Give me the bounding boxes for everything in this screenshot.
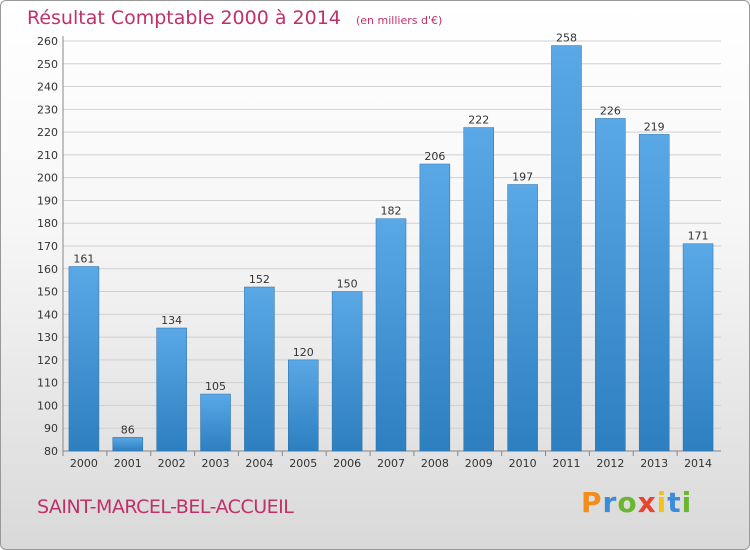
x-tick-label: 2005 [289, 457, 317, 470]
y-tick-label: 160 [37, 263, 58, 276]
y-tick-label: 250 [37, 58, 58, 71]
logo-letter: r [602, 486, 618, 519]
y-tick-label: 240 [37, 81, 58, 94]
y-tick-label: 120 [37, 354, 58, 367]
y-tick-label: 130 [37, 331, 58, 344]
y-tick-label: 90 [44, 422, 58, 435]
bar-2003[interactable] [200, 393, 231, 452]
value-labels: 161 86 134 105 152 120 150 182 206 222 197 258 226 21… [73, 32, 708, 437]
y-tick-label: 100 [37, 399, 58, 412]
bar-2001[interactable] [112, 437, 144, 452]
x-tick-label: 2006 [333, 457, 361, 470]
y-tick-label: 180 [37, 217, 58, 230]
logo-letter: i [681, 486, 693, 519]
commune-name: SAINT-MARCEL-BEL-ACCUEIL [37, 496, 294, 518]
bars [68, 45, 714, 452]
y-tick-label: 200 [37, 172, 58, 185]
bar-2009[interactable] [463, 127, 494, 452]
bar-2004[interactable] [244, 286, 275, 452]
y-tick-label: 80 [44, 445, 58, 458]
value-label: 219 [644, 120, 665, 133]
x-tick-label: 2011 [552, 457, 580, 470]
y-tick-label: 220 [37, 126, 58, 139]
bar-2007[interactable] [375, 218, 407, 452]
value-label: 86 [121, 423, 135, 436]
bar-2005[interactable] [288, 359, 319, 452]
x-tick-label: 2009 [465, 457, 493, 470]
bar-2014[interactable] [682, 243, 714, 452]
y-tick-label: 150 [37, 286, 58, 299]
proxiti-logo[interactable]: Proxiti [581, 486, 692, 519]
value-label: 134 [161, 314, 182, 327]
y-tick-label: 230 [37, 103, 58, 116]
bar-2006[interactable] [331, 291, 363, 452]
x-tick-label: 2002 [158, 457, 186, 470]
x-tick-label: 2010 [509, 457, 537, 470]
value-label: 171 [688, 230, 709, 243]
x-tick-label: 2004 [245, 457, 273, 470]
value-label: 120 [293, 346, 314, 359]
x-tick-label: 2013 [640, 457, 668, 470]
y-tick-label: 260 [37, 35, 58, 48]
y-tick-label: 140 [37, 308, 58, 321]
value-label: 226 [600, 104, 621, 117]
x-tick-label: 2000 [70, 457, 98, 470]
y-axis-ticks: 80 90 100 110 120 130 140 150 160 170 180 190 200 210… [37, 35, 58, 458]
bar-2008[interactable] [419, 163, 451, 452]
chart-title: Résultat Comptable 2000 à 2014 [27, 7, 341, 29]
logo-letter: P [581, 486, 603, 519]
value-label: 182 [381, 205, 402, 218]
logo-letter: t [667, 486, 682, 519]
x-axis-ticks: 2000 2001 2002 2003 2004 2005 2006 2007 2008 2009… [62, 451, 712, 470]
y-tick-label: 190 [37, 194, 58, 207]
logo-letter: o [617, 486, 638, 519]
logo-letter: i [656, 486, 668, 519]
x-tick-label: 2001 [114, 457, 142, 470]
value-label: 258 [556, 32, 577, 45]
x-tick-label: 2007 [377, 457, 405, 470]
value-label: 206 [424, 150, 445, 163]
bar-2010[interactable] [507, 184, 538, 452]
y-tick-label: 210 [37, 149, 58, 162]
value-label: 150 [337, 278, 358, 291]
value-label: 197 [512, 171, 533, 184]
chart-subtitle: (en milliers d'€) [355, 14, 443, 27]
y-tick-label: 170 [37, 240, 58, 253]
x-tick-label: 2003 [202, 457, 230, 470]
value-label: 105 [205, 380, 226, 393]
x-tick-label: 2012 [596, 457, 624, 470]
bar-2011[interactable] [551, 45, 582, 452]
value-label: 152 [249, 273, 270, 286]
x-tick-label: 2014 [684, 457, 712, 470]
logo-letter: x [637, 486, 657, 519]
title-row: Résultat Comptable 2000 à 2014 (en milli… [27, 7, 442, 29]
x-tick-label: 2008 [421, 457, 449, 470]
bar-2012[interactable] [595, 118, 626, 452]
bar-2002[interactable] [156, 327, 187, 452]
bar-2000[interactable] [68, 266, 100, 452]
bar-2013[interactable] [638, 134, 670, 452]
value-label: 161 [73, 253, 94, 266]
y-tick-label: 110 [37, 377, 58, 390]
value-label: 222 [468, 114, 489, 127]
